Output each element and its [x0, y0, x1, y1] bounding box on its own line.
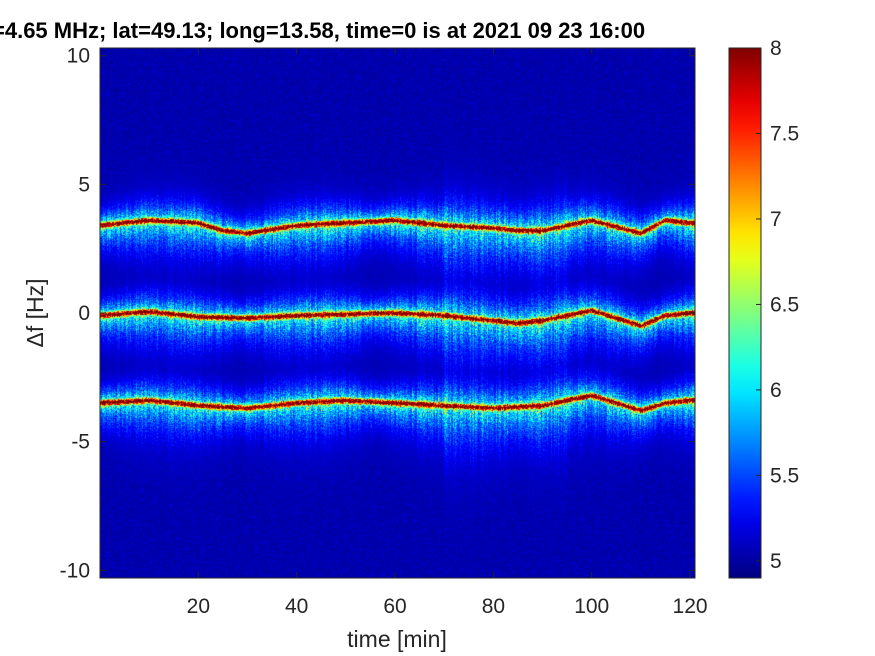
colorbar-tick-label: 5 [770, 550, 782, 573]
y-tick-label: -5 [71, 431, 90, 454]
y-tick-label: 0 [78, 302, 90, 325]
colorbar-ticks: 5 5.5 6 6.5 7 7.5 8 [756, 37, 799, 573]
x-tick-label: 20 [187, 595, 210, 618]
spectrogram-image [100, 48, 695, 578]
x-axis-ticks: 20 40 60 80 100 120 [187, 48, 708, 618]
x-tick-label: 100 [574, 595, 609, 618]
colorbar-tick-label: 5.5 [770, 464, 799, 487]
x-tick-label: 60 [383, 595, 406, 618]
x-axis-label: time [min] [347, 626, 447, 652]
y-axis-label: Δf [Hz] [22, 278, 48, 347]
colorbar-bar [728, 47, 762, 579]
y-tick-label: 10 [67, 45, 90, 68]
colorbar: 5 5.5 6 6.5 7 7.5 8 [728, 37, 799, 579]
colorbar-tick-label: 7.5 [770, 122, 799, 145]
y-tick-label: -10 [60, 559, 90, 582]
x-tick-label: 80 [482, 595, 505, 618]
colorbar-tick-label: 8 [770, 37, 782, 60]
colorbar-tick-label: 6.5 [770, 293, 799, 316]
plot-area [99, 47, 696, 579]
chart-title: =4.65 MHz; lat=49.13; long=13.58, time=0… [0, 18, 645, 43]
colorbar-tick-label: 6 [770, 379, 782, 402]
y-tick-label: 5 [78, 173, 90, 196]
x-tick-label: 40 [285, 595, 308, 618]
colorbar-tick-label: 7 [770, 208, 782, 231]
x-tick-label: 120 [673, 595, 708, 618]
y-axis-ticks: -10 -5 0 5 10 [60, 45, 695, 582]
